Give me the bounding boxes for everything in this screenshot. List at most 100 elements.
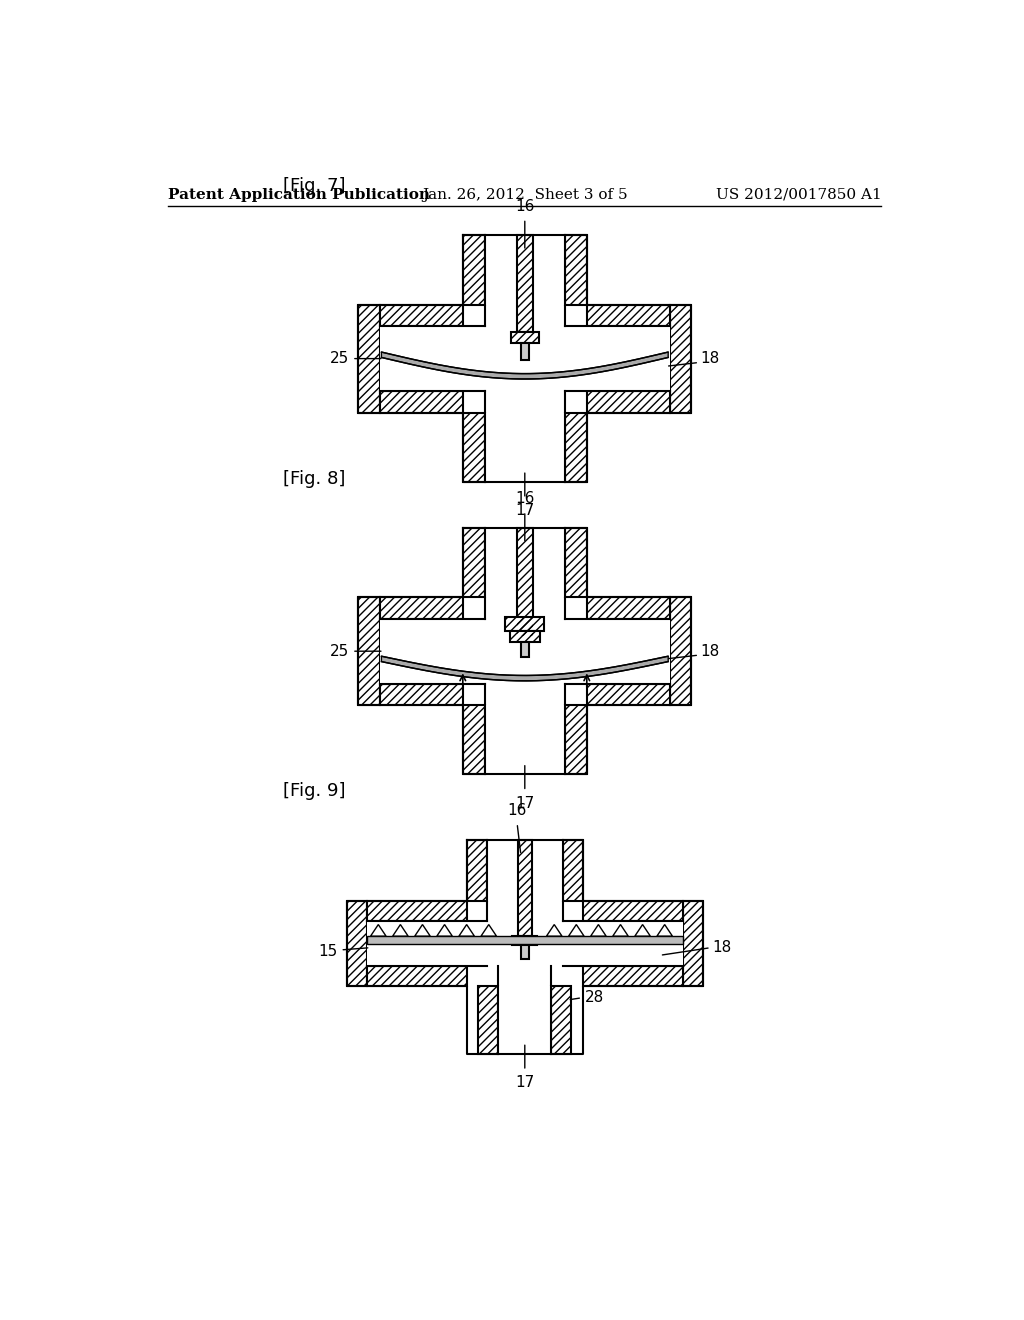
Bar: [463, 413, 484, 482]
Polygon shape: [591, 924, 606, 936]
Bar: [518, 840, 531, 936]
Bar: [484, 528, 565, 598]
Bar: [380, 598, 463, 619]
Polygon shape: [437, 924, 453, 936]
Bar: [367, 966, 467, 986]
Polygon shape: [371, 924, 386, 936]
Text: Patent Application Publication: Patent Application Publication: [168, 187, 430, 202]
Text: Jan. 26, 2012  Sheet 3 of 5: Jan. 26, 2012 Sheet 3 of 5: [422, 187, 628, 202]
Text: 17: 17: [515, 1076, 535, 1090]
Text: 18: 18: [700, 644, 720, 659]
Bar: [463, 528, 484, 598]
Bar: [367, 902, 467, 921]
Bar: [380, 305, 463, 326]
Bar: [486, 840, 563, 902]
Text: 17: 17: [515, 503, 535, 519]
Bar: [346, 902, 367, 986]
Bar: [367, 966, 467, 986]
Bar: [517, 235, 532, 333]
Text: 18: 18: [700, 351, 720, 366]
Bar: [683, 902, 703, 986]
Bar: [587, 391, 670, 412]
Bar: [563, 840, 583, 902]
Polygon shape: [612, 924, 628, 936]
Bar: [565, 528, 587, 598]
Bar: [463, 528, 484, 598]
Bar: [358, 598, 380, 705]
Bar: [551, 986, 571, 1053]
Text: 25: 25: [330, 351, 349, 366]
Bar: [583, 902, 683, 921]
Bar: [380, 598, 463, 619]
Bar: [367, 902, 467, 921]
Bar: [367, 936, 683, 944]
Bar: [463, 235, 484, 305]
Bar: [517, 528, 532, 636]
Polygon shape: [657, 924, 673, 936]
Bar: [511, 333, 539, 343]
Bar: [484, 413, 565, 482]
Bar: [587, 305, 670, 326]
Text: 18: 18: [713, 940, 731, 956]
Bar: [587, 391, 670, 412]
Polygon shape: [381, 656, 669, 681]
Bar: [670, 598, 691, 705]
Bar: [358, 305, 380, 412]
Bar: [346, 902, 367, 986]
Bar: [587, 684, 670, 705]
Bar: [358, 598, 380, 705]
Bar: [518, 840, 531, 936]
Bar: [380, 684, 463, 705]
Text: 16: 16: [507, 804, 526, 818]
Bar: [565, 235, 587, 305]
Bar: [565, 413, 587, 482]
Bar: [517, 235, 532, 333]
Bar: [521, 343, 528, 360]
Bar: [587, 684, 670, 705]
Text: [Fig. 8]: [Fig. 8]: [283, 470, 345, 488]
Bar: [683, 902, 703, 986]
Bar: [380, 684, 463, 705]
Bar: [670, 305, 691, 412]
Bar: [380, 305, 463, 326]
Polygon shape: [392, 924, 409, 936]
Bar: [463, 705, 484, 775]
Bar: [565, 705, 587, 775]
Bar: [506, 618, 544, 631]
Bar: [380, 326, 670, 391]
Bar: [510, 631, 540, 642]
Text: 15: 15: [318, 944, 337, 960]
Bar: [512, 936, 538, 945]
Bar: [517, 528, 532, 636]
Text: 17: 17: [515, 796, 535, 810]
Bar: [551, 986, 571, 1053]
Text: [Fig. 7]: [Fig. 7]: [283, 177, 345, 195]
Bar: [565, 235, 587, 305]
Bar: [367, 921, 683, 966]
Bar: [478, 986, 499, 1053]
Bar: [563, 840, 583, 902]
Polygon shape: [568, 924, 584, 936]
Text: 25: 25: [330, 644, 349, 659]
Polygon shape: [459, 924, 474, 936]
Bar: [587, 598, 670, 619]
Bar: [565, 413, 587, 482]
Bar: [467, 840, 486, 902]
Polygon shape: [635, 924, 650, 936]
Bar: [565, 705, 587, 775]
Bar: [521, 945, 528, 960]
Text: 16: 16: [515, 199, 535, 214]
Polygon shape: [481, 924, 497, 936]
Bar: [380, 619, 670, 684]
Bar: [380, 391, 463, 412]
Polygon shape: [381, 352, 669, 379]
Bar: [463, 413, 484, 482]
Bar: [380, 391, 463, 412]
Text: [Fig. 9]: [Fig. 9]: [283, 781, 345, 800]
Text: 16: 16: [515, 491, 535, 507]
Bar: [583, 966, 683, 986]
Bar: [484, 705, 565, 775]
Bar: [506, 618, 544, 631]
Bar: [358, 305, 380, 412]
Bar: [510, 631, 540, 642]
